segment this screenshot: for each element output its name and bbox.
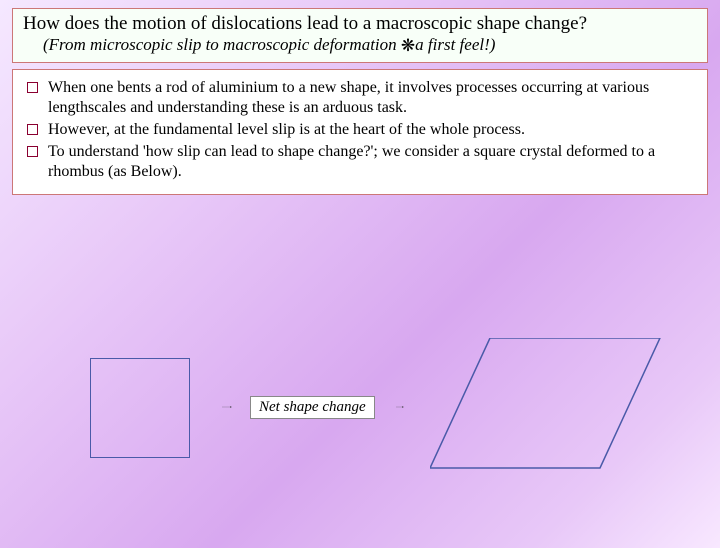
title-subtitle: (From microscopic slip to macroscopic de… <box>43 35 697 56</box>
subtitle-post: a first feel!) <box>415 35 495 54</box>
title-question: How does the motion of dislocations lead… <box>23 13 697 35</box>
title-box: How does the motion of dislocations lead… <box>12 8 708 63</box>
rhombus-polygon <box>430 338 660 468</box>
shape-diagram: Net shape change <box>60 328 660 498</box>
subtitle-pre: (From microscopic slip to macroscopic de… <box>43 35 401 54</box>
list-item: However, at the fundamental level slip i… <box>27 120 693 140</box>
arrow-icon <box>202 406 252 408</box>
diagram-label: Net shape change <box>250 396 375 419</box>
content-box: When one bents a rod of aluminium to a n… <box>12 69 708 195</box>
bullet-icon <box>27 124 38 135</box>
rhombus-shape <box>430 338 670 478</box>
list-item: When one bents a rod of aluminium to a n… <box>27 78 693 118</box>
bullet-icon <box>27 82 38 93</box>
arrow-icon <box>380 406 420 408</box>
gear-icon: ❋ <box>401 36 415 56</box>
bullet-text: However, at the fundamental level slip i… <box>48 120 693 140</box>
bullet-icon <box>27 146 38 157</box>
list-item: To understand 'how slip can lead to shap… <box>27 142 693 182</box>
bullet-text: To understand 'how slip can lead to shap… <box>48 142 693 182</box>
square-shape <box>90 358 190 458</box>
bullet-text: When one bents a rod of aluminium to a n… <box>48 78 693 118</box>
